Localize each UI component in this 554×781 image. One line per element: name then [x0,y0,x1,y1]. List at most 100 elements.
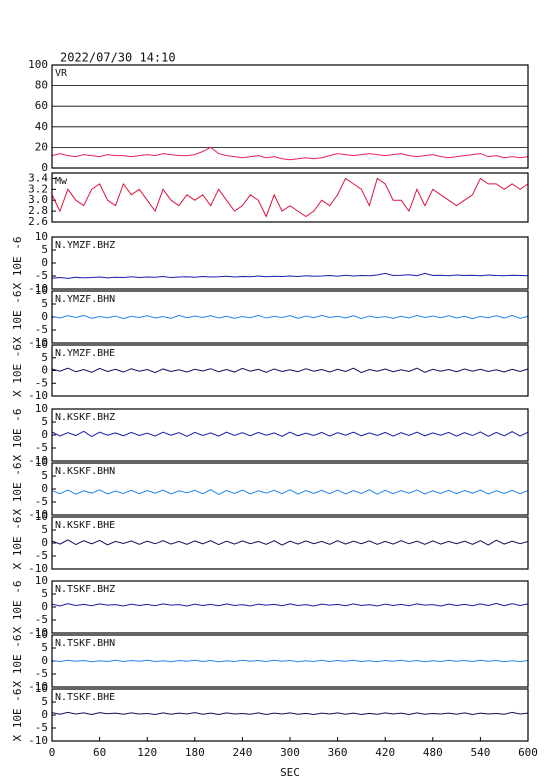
y-tick-label: 40 [35,120,48,133]
y-tick-label: 5 [41,695,48,708]
y-axis-label: X 10E -6 [11,635,24,688]
trace-label: N.TSKF.BHZ [55,584,115,595]
panel-frame [51,236,529,290]
x-tick-label: 300 [280,746,300,759]
y-tick-label: 2.8 [28,204,48,217]
y-tick-label: 0 [41,654,48,667]
y-tick-label: -10 [28,282,48,295]
x-tick-label: 600 [518,746,538,759]
panel-frame [51,172,529,223]
trace-line [51,430,529,438]
trace-label: N.KSKF.BHN [55,466,115,477]
y-tick-label: 5 [41,469,48,482]
y-tick-label: 5 [41,297,48,310]
trace-label: N.YMZF.BHN [55,294,115,305]
y-axis-label: X 10E -6 [11,689,24,742]
y-tick-label: -10 [28,734,48,747]
y-tick-label: 5 [41,641,48,654]
y-tick-label: 2.6 [28,215,48,228]
trace-label: VR [55,68,68,79]
x-tick-label: 0 [49,746,56,759]
y-tick-label: 5 [41,351,48,364]
trace-line [51,146,529,161]
y-tick-label: 80 [35,79,48,92]
y-tick-label: 60 [35,99,48,112]
y-tick-label: 0 [41,708,48,721]
y-tick-label: -5 [35,441,48,454]
y-tick-label: 10 [35,402,48,415]
y-tick-label: -5 [35,269,48,282]
y-tick-label: 10 [35,628,48,641]
y-tick-label: 5 [41,415,48,428]
y-tick-label: -10 [28,454,48,467]
x-tick-label: 240 [232,746,252,759]
y-tick-label: 5 [41,243,48,256]
x-tick-label: 540 [470,746,490,759]
panel-frame [51,580,529,634]
y-tick-label: 0 [41,600,48,613]
y-tick-label: -5 [35,549,48,562]
y-tick-label: 10 [35,510,48,523]
y-tick-label: -5 [35,495,48,508]
trace-label: N.KSKF.BHE [55,520,115,531]
y-axis-label: X 10E -6 [11,581,24,634]
y-tick-label: 5 [41,587,48,600]
trace-label: N.TSKF.BHE [55,692,115,703]
trace-line [51,488,529,496]
trace-line [51,659,529,663]
y-tick-label: 20 [35,140,48,153]
y-axis-label: X 10E -6 [11,291,24,344]
trace-label: Mw [55,176,68,187]
x-axis-label: SEC [280,766,300,779]
y-axis-label: X 10E -6 [11,463,24,516]
x-tick-label: 120 [137,746,157,759]
y-tick-label: -10 [28,562,48,575]
y-tick-label: 3.0 [28,193,48,206]
y-tick-label: -10 [28,508,48,521]
y-tick-label: -10 [28,626,48,639]
trace-line [51,314,529,320]
panel-frame [51,462,529,516]
y-tick-label: 0 [41,310,48,323]
y-tick-label: 100 [28,58,48,71]
x-tick-label: 420 [375,746,395,759]
y-tick-label: 5 [41,523,48,536]
trace-label: N.KSKF.BHZ [55,412,115,423]
panel-frame [51,408,529,462]
y-tick-label: 0 [41,161,48,174]
y-axis-label: X 10E -6 [11,409,24,462]
trace-line [51,711,529,715]
y-tick-label: -10 [28,680,48,693]
y-tick-label: 10 [35,338,48,351]
y-tick-label: -5 [35,667,48,680]
trace-label: N.YMZF.BHE [55,348,115,359]
y-axis-label: X 10E -6 [11,517,24,570]
trace-line [51,367,529,374]
chart-title: 2022/07/30 14:10 [60,51,176,65]
trace-line [51,177,529,218]
x-tick-label: 480 [423,746,443,759]
panel-frame [51,290,529,344]
panel-frame [51,344,529,397]
y-tick-label: -5 [35,323,48,336]
y-tick-label: 0 [41,256,48,269]
y-tick-label: 10 [35,230,48,243]
panel-frame [51,688,529,742]
x-tick-label: 360 [328,746,348,759]
x-tick-label: 180 [185,746,205,759]
y-tick-label: -10 [28,389,48,402]
y-tick-label: -5 [35,376,48,389]
panel-frame [51,64,529,169]
y-tick-label: 0 [41,428,48,441]
y-tick-label: 0 [41,536,48,549]
y-tick-label: 0 [41,482,48,495]
y-tick-label: -5 [35,721,48,734]
trace-label: N.YMZF.BHZ [55,240,115,251]
y-tick-label: 10 [35,682,48,695]
y-tick-label: 10 [35,456,48,469]
y-tick-label: 0 [41,364,48,377]
trace-line [51,272,529,279]
y-tick-label: 3.4 [28,171,48,184]
y-tick-label: -10 [28,336,48,349]
